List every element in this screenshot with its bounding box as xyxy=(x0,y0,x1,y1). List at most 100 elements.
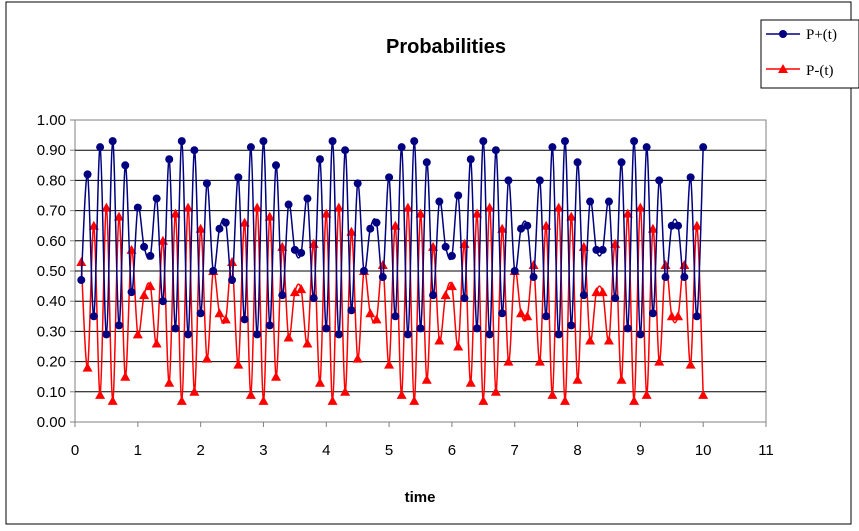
data-point-p-minus xyxy=(402,202,413,212)
data-point-p-plus xyxy=(617,158,626,167)
data-point-p-minus xyxy=(465,377,476,387)
data-point-p-plus xyxy=(655,176,664,185)
data-point-p-plus xyxy=(592,245,601,254)
data-point-p-plus xyxy=(447,251,456,260)
data-point-p-plus xyxy=(623,324,632,333)
legend-box xyxy=(760,19,859,89)
data-point-p-plus xyxy=(177,137,186,146)
data-point-p-minus xyxy=(283,332,294,342)
y-tick-label: 1.00 xyxy=(37,112,66,129)
data-point-p-plus xyxy=(209,267,218,275)
data-point-p-plus xyxy=(234,173,243,182)
x-tick-label: 7 xyxy=(511,442,519,459)
x-axis-title: time xyxy=(405,489,436,506)
data-point-p-plus xyxy=(630,137,639,146)
data-point-p-plus xyxy=(347,306,356,315)
data-point-p-minus xyxy=(603,335,614,345)
data-point-p-plus xyxy=(560,137,569,146)
axes: 0.00 0.10 0.20 0.30 0.40 0.50 0.60 0.70 0.80 0.90… xyxy=(37,112,774,459)
legend-marker-p-minus xyxy=(778,64,788,73)
data-point-p-minus xyxy=(396,389,407,399)
data-point-p-plus xyxy=(391,312,400,321)
y-tick-label: 0.60 xyxy=(37,233,66,250)
data-point-p-plus xyxy=(152,194,161,203)
data-point-p-plus xyxy=(309,294,318,303)
data-point-p-minus xyxy=(559,395,570,405)
data-point-p-minus xyxy=(434,335,445,345)
data-point-p-plus xyxy=(272,161,281,170)
data-point-p-minus xyxy=(239,217,250,227)
data-point-p-plus xyxy=(228,276,237,285)
series-line-p-minus xyxy=(80,206,704,402)
data-point-p-minus xyxy=(622,208,633,218)
data-point-p-minus xyxy=(503,356,514,366)
x-tick-label: 8 xyxy=(573,442,581,459)
data-point-p-plus xyxy=(202,179,211,188)
data-point-p-minus xyxy=(371,314,382,324)
y-tick-label: 0.70 xyxy=(37,203,66,220)
data-point-p-minus xyxy=(553,202,564,212)
data-point-p-minus xyxy=(453,341,464,351)
x-tick-label: 0 xyxy=(71,442,79,459)
data-point-p-minus xyxy=(296,284,307,294)
x-tick-label: 2 xyxy=(196,442,204,459)
series-p-plus xyxy=(77,137,708,339)
data-point-p-minus xyxy=(76,256,87,266)
data-point-p-minus xyxy=(214,308,225,318)
data-point-p-minus xyxy=(151,338,162,348)
x-tick-label: 5 xyxy=(385,442,393,459)
data-point-p-plus xyxy=(290,245,299,254)
data-point-p-minus xyxy=(673,311,684,321)
data-point-p-minus xyxy=(472,208,483,218)
data-point-p-minus xyxy=(233,359,244,369)
y-tick-label: 0.50 xyxy=(37,263,66,280)
data-point-p-plus xyxy=(648,309,657,318)
data-point-p-plus xyxy=(353,179,362,188)
data-point-p-plus xyxy=(611,294,620,303)
data-point-p-minus xyxy=(201,353,212,363)
data-point-p-plus xyxy=(127,288,136,297)
data-point-p-minus xyxy=(534,356,545,366)
data-point-p-plus xyxy=(680,273,689,282)
data-point-p-plus xyxy=(240,315,249,324)
data-point-p-plus xyxy=(102,330,111,339)
data-point-p-minus xyxy=(113,211,124,221)
data-point-p-minus xyxy=(698,389,709,399)
data-point-p-minus xyxy=(597,287,608,297)
data-point-p-minus xyxy=(302,338,313,348)
data-point-p-plus xyxy=(416,324,425,333)
data-point-p-plus xyxy=(385,173,394,182)
x-tick-label: 10 xyxy=(695,442,712,459)
data-point-p-minus xyxy=(409,395,420,405)
data-point-p-minus xyxy=(566,211,577,221)
data-point-p-plus xyxy=(542,312,551,321)
data-point-p-plus xyxy=(158,297,167,306)
data-point-p-plus xyxy=(278,291,287,300)
data-point-p-plus xyxy=(422,158,431,167)
legend-label-p-plus: P+(t) xyxy=(806,27,837,43)
data-point-p-minus xyxy=(547,389,558,399)
y-tick-label: 0.40 xyxy=(37,293,66,310)
data-point-p-minus xyxy=(327,395,338,405)
data-point-p-plus xyxy=(485,330,494,339)
data-point-p-minus xyxy=(333,202,344,212)
data-point-p-minus xyxy=(421,374,432,384)
data-point-p-minus xyxy=(183,202,194,212)
data-point-p-plus xyxy=(586,197,595,206)
data-point-p-plus xyxy=(133,203,142,212)
y-tick-label: 0.30 xyxy=(37,323,66,340)
data-point-p-minus xyxy=(666,311,677,321)
x-tick-label: 6 xyxy=(448,442,456,459)
data-point-p-minus xyxy=(245,389,256,399)
data-point-p-plus xyxy=(403,330,412,339)
data-point-p-minus xyxy=(139,290,150,300)
data-point-p-minus xyxy=(629,395,640,405)
data-point-p-plus xyxy=(567,321,576,330)
data-point-p-minus xyxy=(635,202,646,212)
data-point-p-minus xyxy=(220,314,231,324)
chart-title: Probabilities xyxy=(386,36,506,58)
data-point-p-plus xyxy=(441,242,450,251)
y-tick-label: 0.10 xyxy=(37,384,66,401)
data-point-p-minus xyxy=(340,386,351,396)
series-line-p-plus xyxy=(80,140,704,336)
